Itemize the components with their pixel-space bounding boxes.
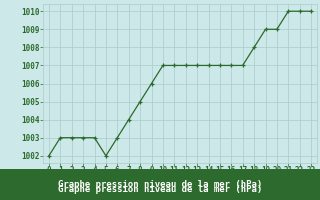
Text: Graphe pression niveau de la mer (hPa): Graphe pression niveau de la mer (hPa): [58, 180, 262, 189]
Text: Graphe pression niveau de la mer (hPa): Graphe pression niveau de la mer (hPa): [58, 186, 262, 194]
